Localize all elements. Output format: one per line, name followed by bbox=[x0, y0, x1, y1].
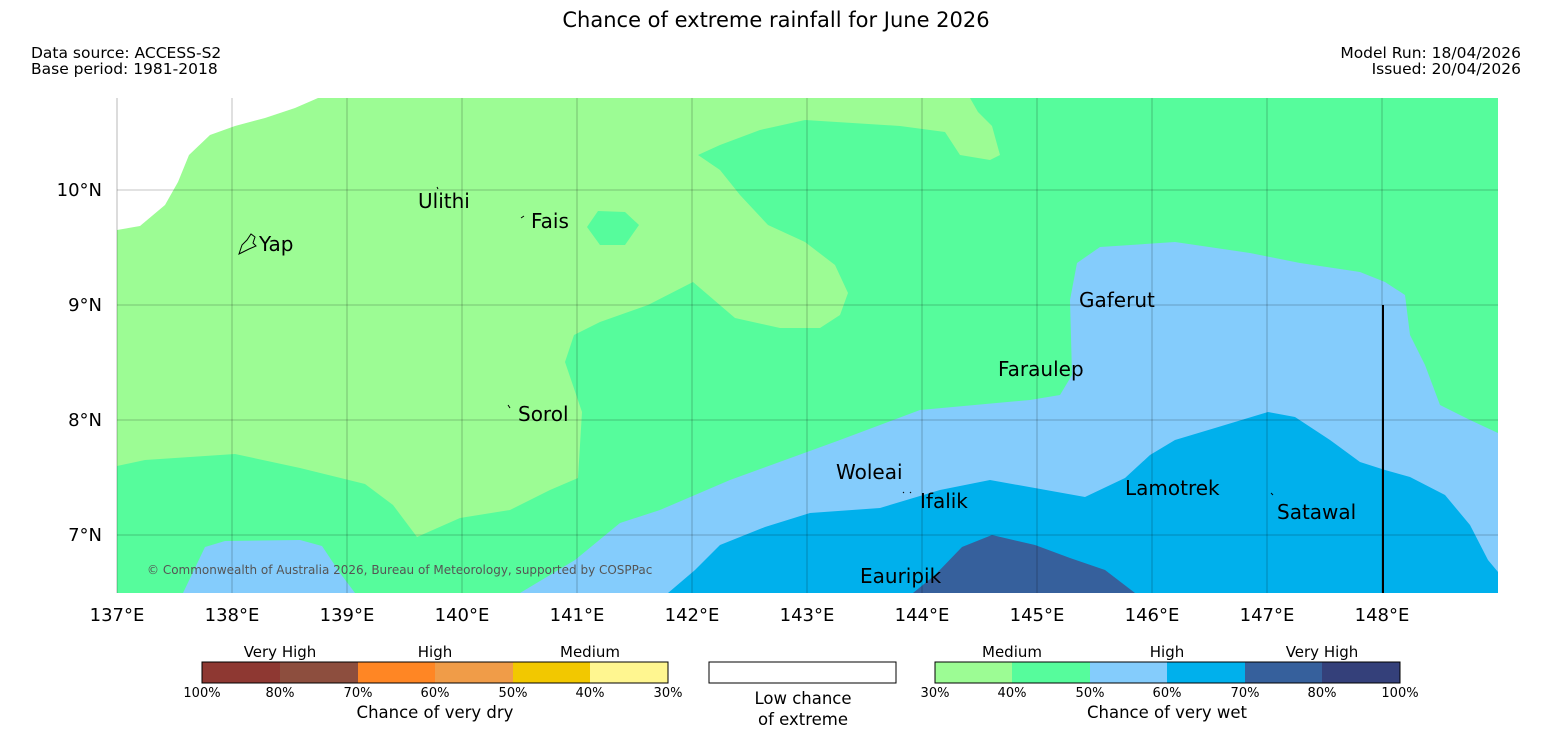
legend-dry-pct: 50% bbox=[499, 686, 528, 701]
island-outlines bbox=[238, 186, 1274, 496]
legend-wet: Medium High Very High 30% 40% 50% 60% 70… bbox=[921, 643, 1419, 722]
legend-wet-pct: 50% bbox=[1076, 686, 1105, 701]
place-label-gaferut[interactable]: Gaferut bbox=[1079, 288, 1155, 312]
legend-low-caption-1: Low chance bbox=[754, 689, 851, 708]
lon-tick-label: 138°E bbox=[205, 605, 260, 626]
issued-date: Issued: 20/04/2026 bbox=[1371, 60, 1521, 78]
legend-wet-frame bbox=[934, 661, 1401, 684]
ulithi-atoll-mark bbox=[436, 186, 439, 190]
legend-wet-pct: 60% bbox=[1153, 686, 1182, 701]
legend-dry-group-label: High bbox=[418, 643, 452, 661]
legend-dry-pct: 70% bbox=[344, 686, 373, 701]
legend-wet-swatch bbox=[1167, 662, 1245, 683]
legend-dry-pct: 80% bbox=[266, 686, 295, 701]
yap-island-outline bbox=[238, 233, 257, 255]
meta-left: Data source: ACCESS-S2 Base period: 1981… bbox=[31, 45, 221, 77]
legend-wet-pct: 40% bbox=[998, 686, 1027, 701]
lat-tick-label: 9°N bbox=[68, 295, 102, 316]
legend-dry-swatch bbox=[435, 662, 513, 683]
lon-tick-label: 141°E bbox=[550, 605, 605, 626]
legend-dry-pct: 40% bbox=[576, 686, 605, 701]
legend-wet-swatch bbox=[935, 662, 1012, 683]
legend-low: Low chance of extreme bbox=[708, 661, 897, 729]
place-label-ifalik[interactable]: Ifalik bbox=[920, 489, 968, 513]
lon-tick-label: 142°E bbox=[665, 605, 720, 626]
fais-island-mark bbox=[520, 215, 525, 219]
legend-dry-pct: 100% bbox=[183, 686, 220, 701]
ifalik-atoll-mark bbox=[909, 491, 912, 494]
legend-wet-swatch bbox=[1322, 662, 1400, 683]
lon-tick-label: 140°E bbox=[435, 605, 490, 626]
legend-wet-swatch bbox=[1090, 662, 1167, 683]
lat-tick-label: 8°N bbox=[68, 410, 102, 431]
woleai-atoll-mark bbox=[902, 491, 905, 494]
legend-dry-swatch bbox=[280, 662, 358, 683]
lon-tick-label: 144°E bbox=[895, 605, 950, 626]
lat-tick-label: 10°N bbox=[57, 180, 102, 201]
legend-wet-group-label: High bbox=[1150, 643, 1184, 661]
legend-wet-pct: 30% bbox=[921, 686, 950, 701]
lon-tick-label: 148°E bbox=[1355, 605, 1410, 626]
legend-dry-swatch bbox=[202, 662, 280, 683]
place-label-sorol[interactable]: Sorol bbox=[518, 402, 569, 426]
lon-tick-label: 147°E bbox=[1240, 605, 1295, 626]
place-label-lamotrek[interactable]: Lamotrek bbox=[1125, 476, 1220, 500]
satawal-island-mark bbox=[1270, 492, 1274, 496]
data-source: Data source: ACCESS-S2 bbox=[31, 44, 222, 62]
place-label-faraulep[interactable]: Faraulep bbox=[998, 357, 1084, 381]
lon-tick-labels: 137°E 138°E 139°E 140°E 141°E 142°E 143°… bbox=[90, 605, 1410, 626]
place-label-satawal[interactable]: Satawal bbox=[1277, 500, 1356, 524]
legend-dry-swatch bbox=[590, 662, 668, 683]
base-period: Base period: 1981-2018 bbox=[31, 60, 218, 78]
page-title: Chance of extreme rainfall for June 2026 bbox=[562, 8, 990, 32]
region-wet-70-80 bbox=[913, 535, 1135, 593]
legend-dry-pct: 30% bbox=[654, 686, 683, 701]
legend-wet-pct: 80% bbox=[1308, 686, 1337, 701]
legend-wet-pct: 70% bbox=[1231, 686, 1260, 701]
region-wet-40-50-island bbox=[587, 211, 639, 245]
legend-low-swatch bbox=[708, 661, 897, 684]
model-run: Model Run: 18/04/2026 bbox=[1340, 44, 1521, 62]
legend-wet-swatch bbox=[1012, 662, 1090, 683]
legend-dry-swatch bbox=[513, 662, 590, 683]
region-wet-60-70 bbox=[668, 412, 1498, 593]
place-label-eauripik[interactable]: Eauripik bbox=[860, 564, 942, 588]
legend-wet-swatch bbox=[1245, 662, 1322, 683]
lon-tick-label: 139°E bbox=[320, 605, 375, 626]
legend-dry-pct: 60% bbox=[421, 686, 450, 701]
place-label-ulithi[interactable]: Ulithi bbox=[418, 189, 470, 213]
region-wet-50-60-west bbox=[183, 540, 355, 593]
meta-right: Model Run: 18/04/2026 Issued: 20/04/2026 bbox=[1340, 45, 1521, 77]
legend-dry-caption: Chance of very dry bbox=[357, 703, 514, 722]
legend-wet-pct: 100% bbox=[1381, 686, 1418, 701]
legend-dry: Very High High Medium 100% 80% 70% 60% 5… bbox=[183, 643, 682, 722]
map-area[interactable]: Yap Ulithi Fais Sorol Gaferut Faraulep W… bbox=[117, 98, 1498, 593]
legend-dry-frame bbox=[201, 661, 669, 684]
lon-tick-label: 145°E bbox=[1010, 605, 1065, 626]
place-label-woleai[interactable]: Woleai bbox=[836, 460, 903, 484]
legend-low-caption-2: of extreme bbox=[758, 710, 848, 729]
sorol-atoll-mark bbox=[507, 404, 511, 409]
lat-tick-labels: 10°N 9°N 8°N 7°N bbox=[57, 180, 102, 546]
legend-dry-swatch bbox=[358, 662, 435, 683]
lon-tick-label: 146°E bbox=[1125, 605, 1180, 626]
copyright-notice: © Commonwealth of Australia 2026, Bureau… bbox=[147, 563, 652, 577]
lon-tick-label: 137°E bbox=[90, 605, 145, 626]
place-label-fais[interactable]: Fais bbox=[531, 209, 569, 233]
legend-wet-group-label: Very High bbox=[1286, 643, 1359, 661]
place-label-yap[interactable]: Yap bbox=[258, 232, 293, 256]
legend-wet-group-label: Medium bbox=[982, 643, 1042, 661]
legend-dry-group-label: Very High bbox=[244, 643, 317, 661]
legend-wet-caption: Chance of very wet bbox=[1087, 703, 1248, 722]
lat-tick-label: 7°N bbox=[68, 525, 102, 546]
legend-dry-group-label: Medium bbox=[560, 643, 620, 661]
lon-tick-label: 143°E bbox=[780, 605, 835, 626]
